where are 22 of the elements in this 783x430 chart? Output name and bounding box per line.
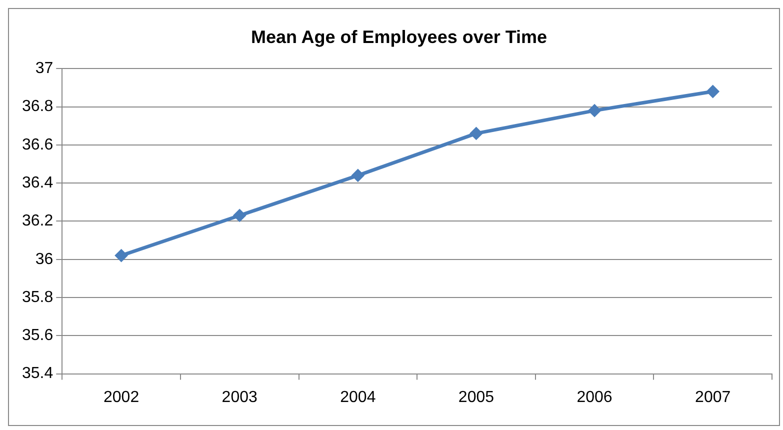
x-tick-label: 2007 — [695, 388, 731, 406]
y-tick-label: 36.2 — [22, 212, 54, 230]
x-tick-label: 2003 — [222, 388, 258, 406]
x-tick-label: 2006 — [576, 388, 612, 406]
y-tick-label: 35.6 — [22, 327, 54, 344]
x-tick-label: 2002 — [104, 388, 140, 406]
y-tick-label: 36.4 — [22, 174, 54, 192]
x-tick-label: 2005 — [458, 388, 494, 406]
y-tick-label: 36.6 — [22, 136, 54, 154]
y-tick-label: 36.8 — [22, 98, 54, 116]
y-tick-label: 35.8 — [22, 288, 54, 306]
point — [470, 126, 483, 140]
point — [706, 84, 720, 98]
y-tick-label: 36 — [35, 250, 54, 268]
y-tick-label: 37 — [35, 60, 54, 78]
point — [114, 249, 128, 262]
point — [233, 208, 246, 222]
chart-title: Mean Age of Employees over Time — [250, 26, 548, 47]
point — [588, 104, 602, 118]
y-tick-label: 35.4 — [22, 365, 54, 382]
point — [351, 168, 364, 182]
x-tick-label: 2004 — [340, 388, 376, 406]
